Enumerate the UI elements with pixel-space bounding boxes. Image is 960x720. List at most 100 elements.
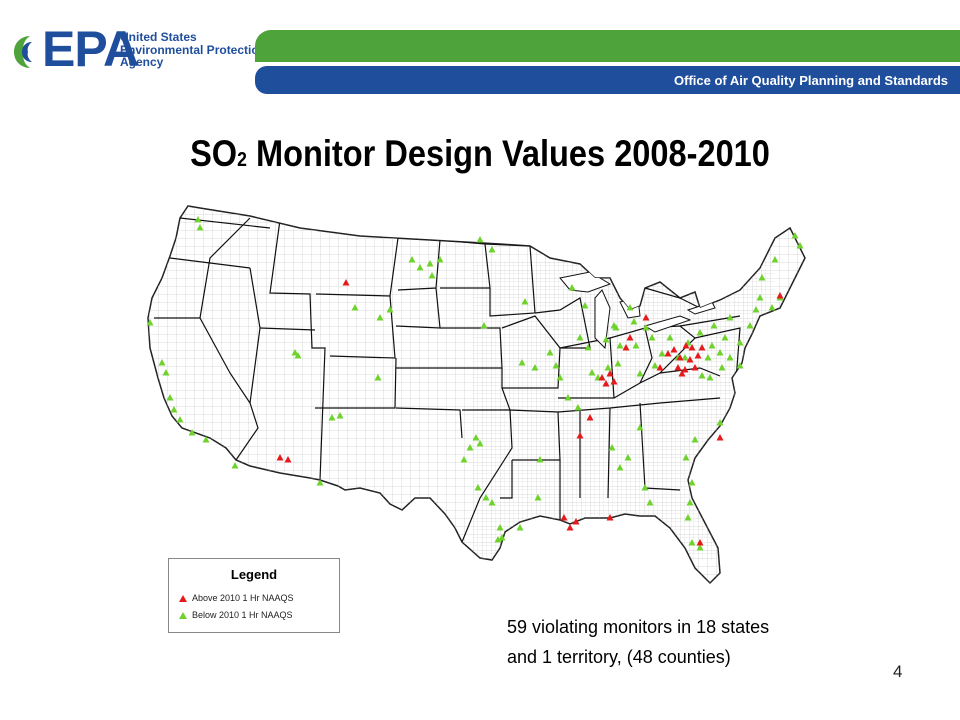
monitor-above-marker (696, 539, 704, 546)
monitor-above-marker (676, 354, 684, 361)
legend-row-above: Above 2010 1 Hr NAAQS (179, 593, 294, 603)
monitor-above-marker (284, 456, 292, 463)
monitor-below-marker (616, 464, 624, 471)
monitor-below-marker (682, 454, 690, 461)
monitor-below-marker (351, 304, 359, 311)
monitor-below-marker (658, 350, 666, 357)
monitor-above-marker (691, 364, 699, 371)
monitor-markers (146, 216, 804, 551)
monitor-below-marker (568, 284, 576, 291)
monitor-below-marker (758, 274, 766, 281)
monitor-below-marker (796, 242, 804, 249)
monitor-above-marker (688, 344, 696, 351)
monitor-above-marker (566, 524, 574, 531)
monitor-below-marker (691, 436, 699, 443)
monitor-above-marker (598, 374, 606, 381)
monitor-below-marker (708, 342, 716, 349)
title-rest: Monitor Design Values 2008-2010 (246, 133, 770, 174)
monitor-above-marker (686, 356, 694, 363)
monitor-below-marker (610, 322, 618, 329)
monitor-below-marker (426, 260, 434, 267)
monitor-below-marker (630, 318, 638, 325)
monitor-below-marker (498, 534, 506, 541)
monitor-above-marker (602, 380, 610, 387)
page-number: 4 (893, 662, 903, 681)
monitor-below-marker (704, 354, 712, 361)
monitor-below-marker (166, 394, 174, 401)
monitor-below-marker (636, 370, 644, 377)
legend-row-below: Below 2010 1 Hr NAAQS (179, 610, 293, 620)
legend-label-above: Above 2010 1 Hr NAAQS (192, 593, 294, 603)
monitor-below-marker (588, 369, 596, 376)
monitor-below-marker (696, 329, 704, 336)
monitor-below-marker (791, 232, 799, 239)
monitor-below-marker (666, 334, 674, 341)
monitor-below-marker (546, 349, 554, 356)
monitor-above-marker (776, 292, 784, 299)
monitor-below-marker (718, 364, 726, 371)
monitor-below-marker (584, 344, 592, 351)
monitor-below-marker (170, 406, 178, 413)
monitor-below-marker (726, 354, 734, 361)
monitor-below-marker (736, 362, 744, 369)
monitor-below-marker (651, 362, 659, 369)
monitor-above-marker (678, 370, 686, 377)
title-prefix: SO (190, 133, 238, 174)
monitor-above-marker (681, 366, 689, 373)
monitor-below-marker (194, 216, 202, 223)
monitor-below-marker (466, 444, 474, 451)
monitor-below-marker (294, 352, 302, 359)
monitor-below-marker (158, 359, 166, 366)
monitor-below-marker (196, 224, 204, 231)
monitor-below-marker (604, 364, 612, 371)
monitor-below-marker (386, 306, 394, 313)
monitor-below-marker (521, 298, 529, 305)
monitor-below-marker (231, 462, 239, 469)
office-name: Office of Air Quality Planning and Stand… (674, 73, 948, 88)
monitor-below-marker (574, 404, 582, 411)
monitor-below-marker (494, 536, 502, 543)
monitor-below-marker (518, 359, 526, 366)
monitor-below-marker (646, 499, 654, 506)
epa-flower-icon (14, 36, 32, 68)
monitor-below-marker (374, 374, 382, 381)
monitor-below-marker (771, 256, 779, 263)
title-subscript: 2 (237, 149, 247, 171)
monitor-below-marker (726, 314, 734, 321)
monitor-below-marker (476, 440, 484, 447)
monitor-above-marker (606, 370, 614, 377)
monitor-below-marker (642, 324, 650, 331)
monitor-below-marker (336, 412, 344, 419)
monitor-below-marker (736, 339, 744, 346)
agency-name: United States Environmental Protection A… (120, 30, 267, 69)
monitor-below-marker (480, 322, 488, 329)
monitor-below-marker (626, 304, 634, 311)
monitor-above-marker (576, 432, 584, 439)
monitor-below-marker (176, 416, 184, 423)
monitor-above-marker (572, 518, 580, 525)
monitor-below-marker (608, 444, 616, 451)
monitor-below-marker (706, 374, 714, 381)
monitor-below-marker (721, 334, 729, 341)
monitor-above-marker (656, 364, 664, 371)
monitor-below-marker (576, 334, 584, 341)
monitor-below-marker (684, 514, 692, 521)
legend-label-below: Below 2010 1 Hr NAAQS (192, 610, 293, 620)
monitor-above-marker (664, 350, 672, 357)
monitor-below-marker (436, 256, 444, 263)
monitor-above-marker (670, 346, 678, 353)
monitor-below-marker (696, 544, 704, 551)
epa-logo-text: EPA (42, 21, 139, 77)
monitor-above-marker (626, 334, 634, 341)
red-triangle-icon (179, 595, 187, 603)
monitor-below-marker (531, 364, 539, 371)
monitor-below-marker (496, 524, 504, 531)
monitor-below-marker (746, 322, 754, 329)
monitor-below-marker (202, 436, 210, 443)
monitor-below-marker (752, 306, 760, 313)
monitor-below-marker (316, 479, 324, 486)
monitor-below-marker (291, 349, 299, 356)
monitor-above-marker (674, 364, 682, 371)
monitor-below-marker (488, 246, 496, 253)
monitor-below-marker (602, 336, 610, 343)
